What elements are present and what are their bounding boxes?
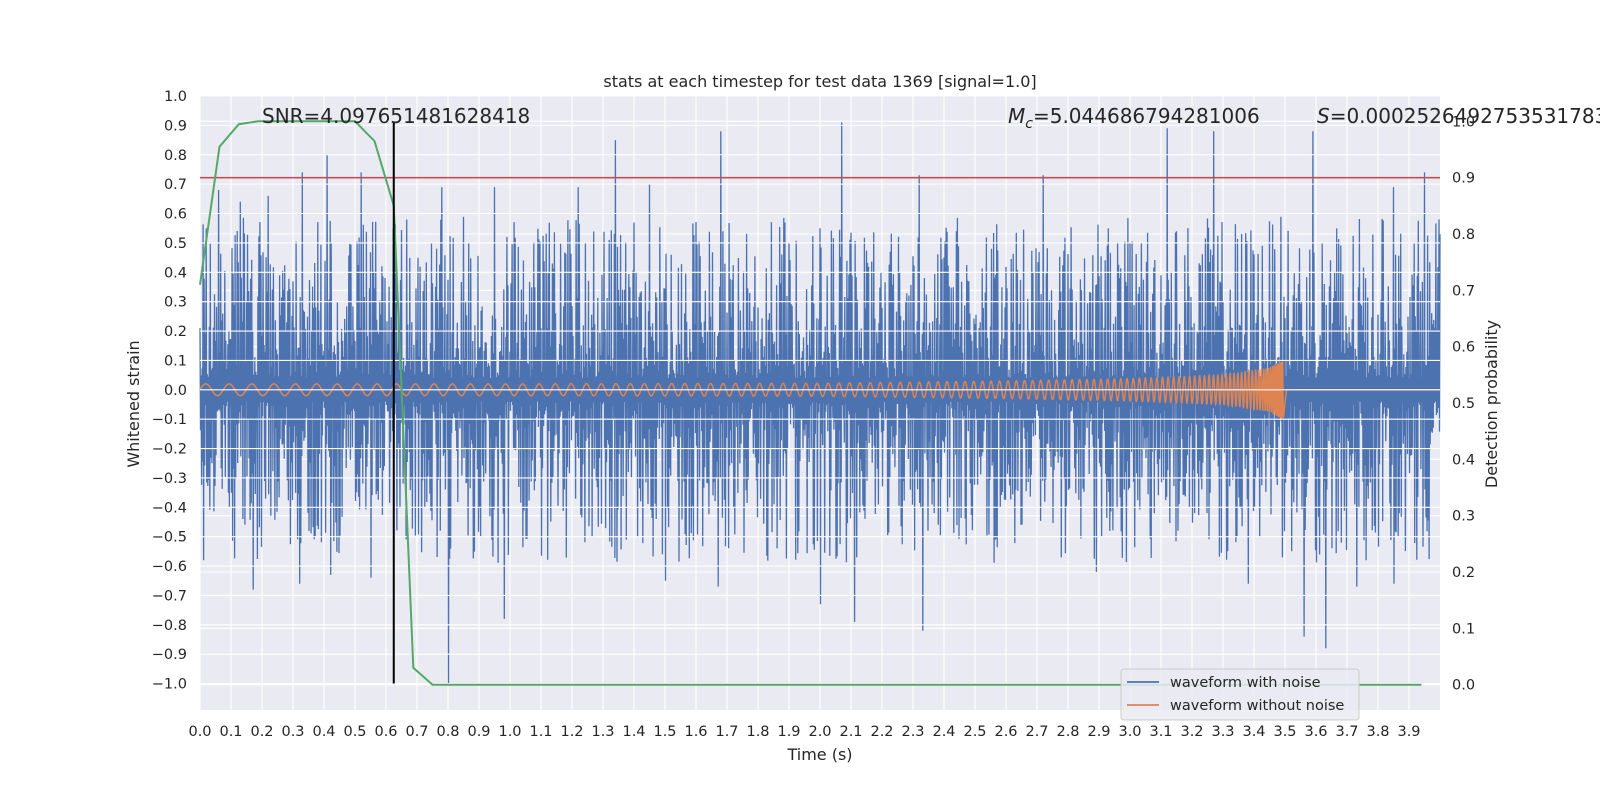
y-tick-label-17: −0.7 bbox=[152, 588, 187, 604]
y2-tick-label-6: 0.4 bbox=[1452, 452, 1475, 468]
legend-label-without-noise: waveform without noise bbox=[1170, 698, 1344, 714]
y-tick-label-3: 0.7 bbox=[164, 177, 187, 193]
x-tick-label-35: 3.5 bbox=[1273, 724, 1296, 740]
x-tick-label-33: 3.3 bbox=[1211, 724, 1234, 740]
s-value: =0.00025264927535317838 bbox=[1330, 104, 1600, 128]
x-tick-label-17: 1.7 bbox=[715, 724, 738, 740]
x-tick-label-34: 3.4 bbox=[1242, 724, 1265, 740]
y2-tick-label-4: 0.6 bbox=[1452, 340, 1475, 356]
x-tick-label-4: 0.4 bbox=[312, 724, 335, 740]
y2-axis-label: Detection probability bbox=[1482, 320, 1501, 488]
y-tick-label-10: 0.0 bbox=[164, 383, 187, 399]
y-tick-label-5: 0.5 bbox=[164, 236, 187, 252]
x-tick-label-38: 3.8 bbox=[1366, 724, 1389, 740]
x-tick-label-10: 1.0 bbox=[498, 724, 521, 740]
legend-box bbox=[1120, 668, 1360, 721]
series-waveform-without-noise bbox=[199, 360, 1440, 420]
x-tick-label-6: 0.6 bbox=[374, 724, 397, 740]
y-tick-label-19: −0.9 bbox=[152, 647, 187, 663]
y-tick-label-1: 0.9 bbox=[164, 118, 187, 134]
y-tick-label-20: −1.0 bbox=[152, 677, 187, 693]
y2-tick-label-5: 0.5 bbox=[1452, 396, 1475, 412]
x-tick-label-21: 2.1 bbox=[839, 724, 862, 740]
x-tick-label-25: 2.5 bbox=[963, 724, 986, 740]
x-tick-label-9: 0.9 bbox=[467, 724, 490, 740]
x-tick-label-8: 0.8 bbox=[436, 724, 459, 740]
x-tick-label-15: 1.5 bbox=[653, 724, 676, 740]
x-tick-label-23: 2.3 bbox=[901, 724, 924, 740]
y-tick-label-7: 0.3 bbox=[164, 295, 187, 311]
y-tick-label-0: 1.0 bbox=[164, 89, 187, 105]
chirp-mass-annotation: Mc=5.044686794281006 bbox=[1008, 104, 1260, 132]
y-axis-label: Whitened strain bbox=[124, 340, 143, 467]
y-tick-label-11: −0.1 bbox=[152, 412, 187, 428]
x-tick-label-3: 0.3 bbox=[281, 724, 304, 740]
y-tick-label-9: 0.1 bbox=[164, 353, 187, 369]
x-tick-label-31: 3.1 bbox=[1149, 724, 1172, 740]
x-tick-label-24: 2.4 bbox=[932, 724, 955, 740]
overlay-lines bbox=[199, 120, 1440, 686]
x-tick-label-22: 2.2 bbox=[870, 724, 893, 740]
x-tick-label-29: 2.9 bbox=[1087, 724, 1110, 740]
y-tick-label-6: 0.4 bbox=[164, 265, 187, 281]
x-tick-label-11: 1.1 bbox=[529, 724, 552, 740]
x-tick-label-14: 1.4 bbox=[622, 724, 645, 740]
x-axis-label: Time (s) bbox=[786, 745, 852, 764]
y-tick-label-14: −0.4 bbox=[152, 500, 187, 516]
y-tick-label-8: 0.2 bbox=[164, 324, 187, 340]
x-tick-label-7: 0.7 bbox=[405, 724, 428, 740]
y-tick-label-16: −0.6 bbox=[152, 559, 187, 575]
x-tick-label-36: 3.6 bbox=[1304, 724, 1327, 740]
x-tick-label-20: 2.0 bbox=[808, 724, 831, 740]
x-tick-label-5: 0.5 bbox=[343, 724, 366, 740]
y2-tick-label-7: 0.3 bbox=[1452, 509, 1475, 525]
s-symbol: S bbox=[1317, 104, 1330, 128]
x-tick-label-19: 1.9 bbox=[777, 724, 800, 740]
y-tick-label-4: 0.6 bbox=[164, 207, 187, 223]
x-tick-label-12: 1.2 bbox=[560, 724, 583, 740]
legend: waveform with noise waveform without noi… bbox=[1120, 668, 1360, 721]
detection-probability-line bbox=[199, 120, 1422, 686]
y2-tick-label-9: 0.1 bbox=[1452, 621, 1475, 637]
y-tick-label-13: −0.3 bbox=[152, 471, 187, 487]
y-tick-label-2: 0.8 bbox=[164, 148, 187, 164]
chirp-mass-symbol: M bbox=[1008, 104, 1025, 128]
x-tick-label-1: 0.1 bbox=[219, 724, 242, 740]
x-tick-label-18: 1.8 bbox=[746, 724, 769, 740]
y2-tick-label-0: 1.0 bbox=[1452, 114, 1475, 130]
y-tick-label-15: −0.5 bbox=[152, 530, 187, 546]
x-tick-label-13: 1.3 bbox=[591, 724, 614, 740]
legend-label-with-noise: waveform with noise bbox=[1170, 675, 1321, 691]
x-tick-label-30: 3.0 bbox=[1118, 724, 1141, 740]
s-annotation: S=0.00025264927535317838 bbox=[1317, 104, 1600, 128]
x-tick-label-16: 1.6 bbox=[684, 724, 707, 740]
y2-tick-label-2: 0.8 bbox=[1452, 227, 1475, 243]
y2-tick-label-1: 0.9 bbox=[1452, 171, 1475, 187]
y2-tick-label-3: 0.7 bbox=[1452, 283, 1475, 299]
chart-title: stats at each timestep for test data 136… bbox=[603, 72, 1036, 91]
waveform-with-noise-line bbox=[199, 122, 1441, 684]
y2-tick-label-10: 0.0 bbox=[1452, 678, 1475, 694]
y-tick-label-12: −0.2 bbox=[152, 442, 187, 458]
y2-tick-label-8: 0.2 bbox=[1452, 565, 1475, 581]
x-tick-label-32: 3.2 bbox=[1180, 724, 1203, 740]
chirp-mass-subscript: c bbox=[1025, 116, 1033, 132]
x-tick-label-37: 3.7 bbox=[1335, 724, 1358, 740]
x-tick-label-0: 0.0 bbox=[188, 724, 211, 740]
x-tick-label-28: 2.8 bbox=[1056, 724, 1079, 740]
y-grid bbox=[200, 95, 1440, 685]
tick-labels: 0.0 0.1 0.2 0.3 0.4 0.5 0.6 0.7 0.8 0.9 1.0 1.1 1.2 1… bbox=[152, 89, 1475, 740]
y-tick-label-18: −0.8 bbox=[152, 618, 187, 634]
snr-annotation: SNR=4.097651481628418 bbox=[262, 104, 530, 128]
x-tick-label-39: 3.9 bbox=[1397, 724, 1420, 740]
waveform-without-noise-line bbox=[199, 360, 1440, 420]
x-tick-label-2: 0.2 bbox=[250, 724, 273, 740]
x-tick-label-27: 2.7 bbox=[1025, 724, 1048, 740]
chirp-mass-value: =5.044686794281006 bbox=[1033, 104, 1260, 128]
series-waveform-with-noise bbox=[199, 122, 1441, 684]
x-tick-label-26: 2.6 bbox=[994, 724, 1017, 740]
